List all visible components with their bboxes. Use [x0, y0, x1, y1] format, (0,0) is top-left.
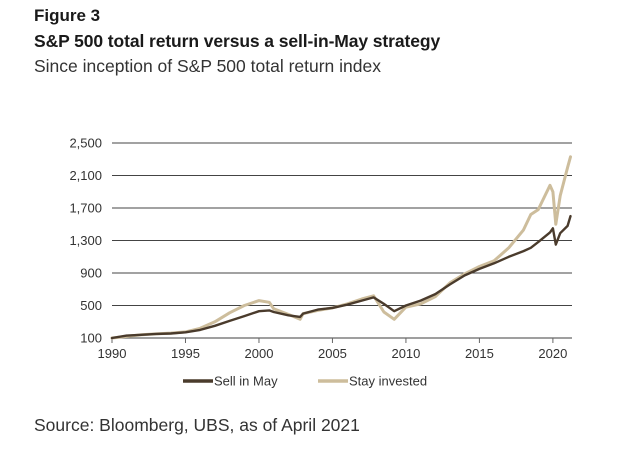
x-axis-ticks: 1990 1995 2000 2005 2010 2015 2020	[98, 338, 567, 361]
x-tick-label: 2020	[538, 346, 567, 361]
series-line-stay-invested	[110, 155, 572, 340]
y-tick-label: 2,500	[69, 136, 102, 151]
grid-lines	[112, 142, 572, 339]
source-note: Source: Bloomberg, UBS, as of April 2021	[34, 415, 360, 435]
legend: Sell in May Stay invested	[183, 374, 427, 389]
series-lines	[110, 155, 572, 340]
x-tick-label: 2005	[318, 346, 347, 361]
y-tick-label: 500	[80, 298, 102, 313]
legend-label: Sell in May	[214, 374, 278, 389]
series-line-sell-in-may	[110, 214, 572, 340]
y-tick-label: 900	[80, 266, 102, 281]
x-tick-label: 1990	[98, 346, 127, 361]
legend-label: Stay invested	[349, 374, 427, 389]
y-tick-label: 1,700	[69, 201, 102, 216]
y-axis-ticks: 100 500 900 1,300 1,700 2,100 2,500	[69, 136, 102, 346]
x-tick-label: 2015	[465, 346, 494, 361]
y-tick-label: 1,300	[69, 233, 102, 248]
chart-subtitle: Since inception of S&P 500 total return …	[34, 56, 381, 76]
y-tick-label: 2,100	[69, 168, 102, 183]
x-tick-label: 1995	[171, 346, 200, 361]
chart-title: S&P 500 total return versus a sell-in-Ma…	[34, 31, 441, 51]
figure-label: Figure 3	[34, 6, 101, 25]
x-tick-label: 2010	[391, 346, 420, 361]
x-tick-label: 2000	[245, 346, 274, 361]
line-chart: 100 500 900 1,300 1,700 2,100 2,500 1990 1995 20…	[69, 136, 572, 389]
y-tick-label: 100	[80, 331, 102, 346]
